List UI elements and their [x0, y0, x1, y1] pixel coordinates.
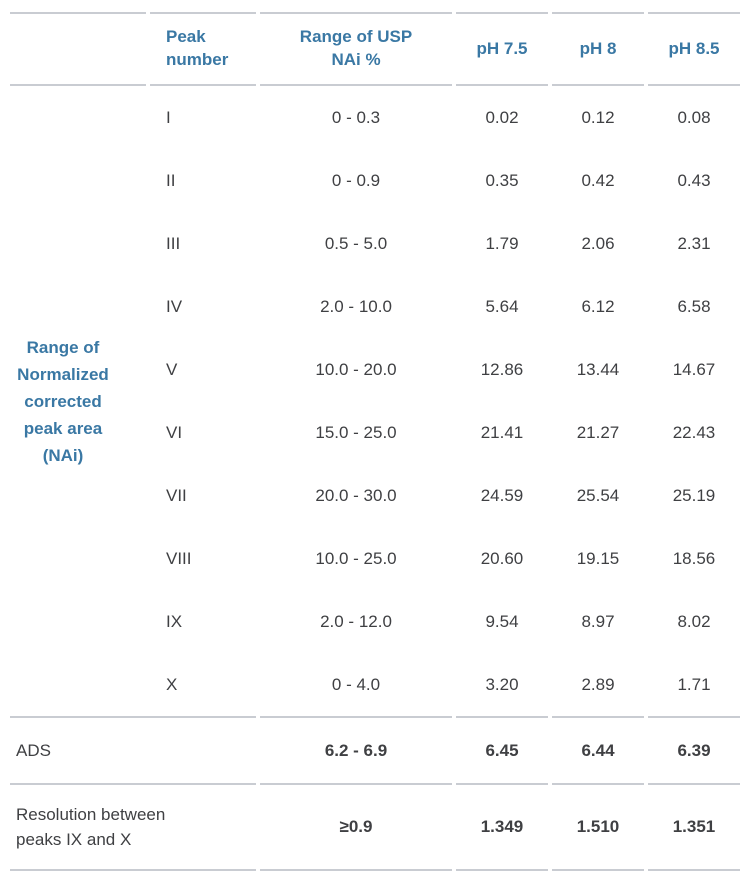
header-range-usp-text: Range of USP NAi %	[299, 27, 413, 69]
header-row: Peak number Range of USP NAi % pH 7.5 pH…	[10, 12, 740, 86]
ph75-cell: 20.60	[480, 548, 524, 568]
ph75-cell: 0.02	[485, 107, 519, 127]
ph75-cell: 12.86	[480, 359, 524, 379]
peak-number-cell: II	[166, 170, 176, 190]
ph85-cell: 1.71	[677, 674, 711, 694]
resolution-ph75-cell: 1.349	[456, 785, 548, 871]
ads-range-cell: 6.2 - 6.9	[260, 716, 452, 785]
ph8-cell: 8.97	[581, 611, 615, 631]
ph85-cell: 14.67	[672, 359, 716, 379]
ph75-cell: 21.41	[480, 422, 524, 442]
peak-number-cell: VIII	[166, 548, 192, 568]
ph8-cell: 13.44	[576, 359, 620, 379]
range-cell: 15.0 - 25.0	[315, 422, 397, 442]
range-cell: 2.0 - 10.0	[320, 296, 392, 316]
ph8-cell: 2.89	[581, 674, 615, 694]
peak-number-cell: III	[166, 233, 181, 253]
peak-number-cell: IV	[166, 296, 183, 316]
ph85-cell: 18.56	[672, 548, 716, 568]
ph8-cell: 25.54	[576, 485, 620, 505]
ph85-cell: 22.43	[672, 422, 716, 442]
range-cell: 10.0 - 20.0	[315, 359, 397, 379]
ph75-cell: 5.64	[485, 296, 519, 316]
range-cell: 2.0 - 12.0	[320, 611, 392, 631]
resolution-range-cell: ≥0.9	[260, 785, 452, 871]
range-cell: 0.5 - 5.0	[324, 233, 388, 253]
ph85-cell: 0.08	[677, 107, 711, 127]
ads-ph8-cell: 6.44	[552, 716, 644, 785]
range-cell: 20.0 - 30.0	[315, 485, 397, 505]
ph85-cell: 25.19	[672, 485, 716, 505]
table-row-peak-II: II 0 - 0.9 0.35 0.42 0.43	[10, 149, 740, 212]
header-ph-7-5: pH 7.5	[456, 12, 548, 86]
ph85-cell: 6.58	[677, 296, 711, 316]
ph8-cell: 0.12	[581, 107, 615, 127]
range-cell: 0 - 0.9	[331, 170, 381, 190]
ph8-cell: 19.15	[576, 548, 620, 568]
ph75-cell: 9.54	[485, 611, 519, 631]
table-row-resolution: Resolution between peaks IX and X ≥0.9 1…	[10, 785, 740, 871]
peak-number-cell: V	[166, 359, 178, 379]
table-row-peak-VII: VII 20.0 - 30.0 24.59 25.54 25.19	[10, 464, 740, 527]
header-ph-8-5: pH 8.5	[648, 12, 740, 86]
ph8-cell: 6.12	[581, 296, 615, 316]
resolution-ph85-cell: 1.351	[648, 785, 740, 871]
peak-number-cell: IX	[166, 611, 183, 631]
range-cell: 10.0 - 25.0	[315, 548, 397, 568]
ph85-cell: 8.02	[677, 611, 711, 631]
table-row-peak-VI: VI 15.0 - 25.0 21.41 21.27 22.43	[10, 401, 740, 464]
range-cell: 0 - 4.0	[331, 674, 381, 694]
ph8-cell: 0.42	[581, 170, 615, 190]
peak-number-cell: X	[166, 674, 178, 694]
peak-number-cell: VII	[166, 485, 187, 505]
peak-number-cell: VI	[166, 422, 183, 442]
header-range-usp: Range of USP NAi %	[260, 12, 452, 86]
table-row-ads: ADS 6.2 - 6.9 6.45 6.44 6.39	[10, 716, 740, 785]
group-label-nai: Range of Normalized corrected peak area …	[17, 337, 109, 465]
table-header: Peak number Range of USP NAi % pH 7.5 pH…	[10, 12, 740, 86]
table-row-peak-X: X 0 - 4.0 3.20 2.89 1.71	[10, 653, 740, 716]
corner-cell	[10, 12, 146, 86]
ph85-cell: 0.43	[677, 170, 711, 190]
ph8-cell: 2.06	[581, 233, 615, 253]
summary-rows: ADS 6.2 - 6.9 6.45 6.44 6.39 Resolution …	[10, 716, 740, 871]
peak-rows: Range of Normalized corrected peak area …	[10, 86, 740, 716]
ph75-cell: 3.20	[485, 674, 519, 694]
header-peak-number: Peak number	[150, 12, 256, 86]
ph8-cell: 21.27	[576, 422, 620, 442]
ph75-cell: 1.79	[485, 233, 519, 253]
table-row-peak-VIII: VIII 10.0 - 25.0 20.60 19.15 18.56	[10, 527, 740, 590]
header-ph-8: pH 8	[552, 12, 644, 86]
peak-results-table: Peak number Range of USP NAi % pH 7.5 pH…	[6, 12, 744, 871]
ph75-cell: 0.35	[485, 170, 519, 190]
ph75-cell: 24.59	[480, 485, 524, 505]
resolution-label: Resolution between peaks IX and X	[10, 785, 256, 871]
range-cell: 0 - 0.3	[331, 107, 381, 127]
table-row-peak-IV: IV 2.0 - 10.0 5.64 6.12 6.58	[10, 275, 740, 338]
table-row-peak-V: V 10.0 - 20.0 12.86 13.44 14.67	[10, 338, 740, 401]
ads-ph85-cell: 6.39	[648, 716, 740, 785]
ads-label: ADS	[10, 716, 256, 785]
ads-ph75-cell: 6.45	[456, 716, 548, 785]
peak-number-cell: I	[166, 107, 171, 127]
table-row-peak-I: Range of Normalized corrected peak area …	[10, 86, 740, 465]
ph85-cell: 2.31	[677, 233, 711, 253]
resolution-ph8-cell: 1.510	[552, 785, 644, 871]
table-row-peak-IX: IX 2.0 - 12.0 9.54 8.97 8.02	[10, 590, 740, 653]
table-row-peak-III: III 0.5 - 5.0 1.79 2.06 2.31	[10, 212, 740, 275]
